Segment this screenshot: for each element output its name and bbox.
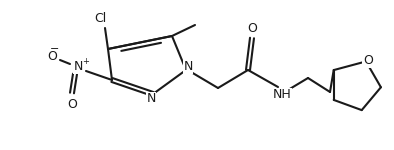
- Text: N: N: [73, 60, 83, 74]
- Text: O: O: [247, 22, 257, 36]
- Text: O: O: [47, 51, 57, 63]
- Text: +: +: [83, 57, 89, 66]
- Text: −: −: [50, 44, 59, 54]
- Text: NH: NH: [273, 88, 292, 102]
- Text: O: O: [67, 99, 77, 111]
- Text: N: N: [146, 93, 156, 105]
- Text: N: N: [183, 60, 193, 74]
- Text: Cl: Cl: [94, 12, 106, 24]
- Text: O: O: [363, 54, 373, 67]
